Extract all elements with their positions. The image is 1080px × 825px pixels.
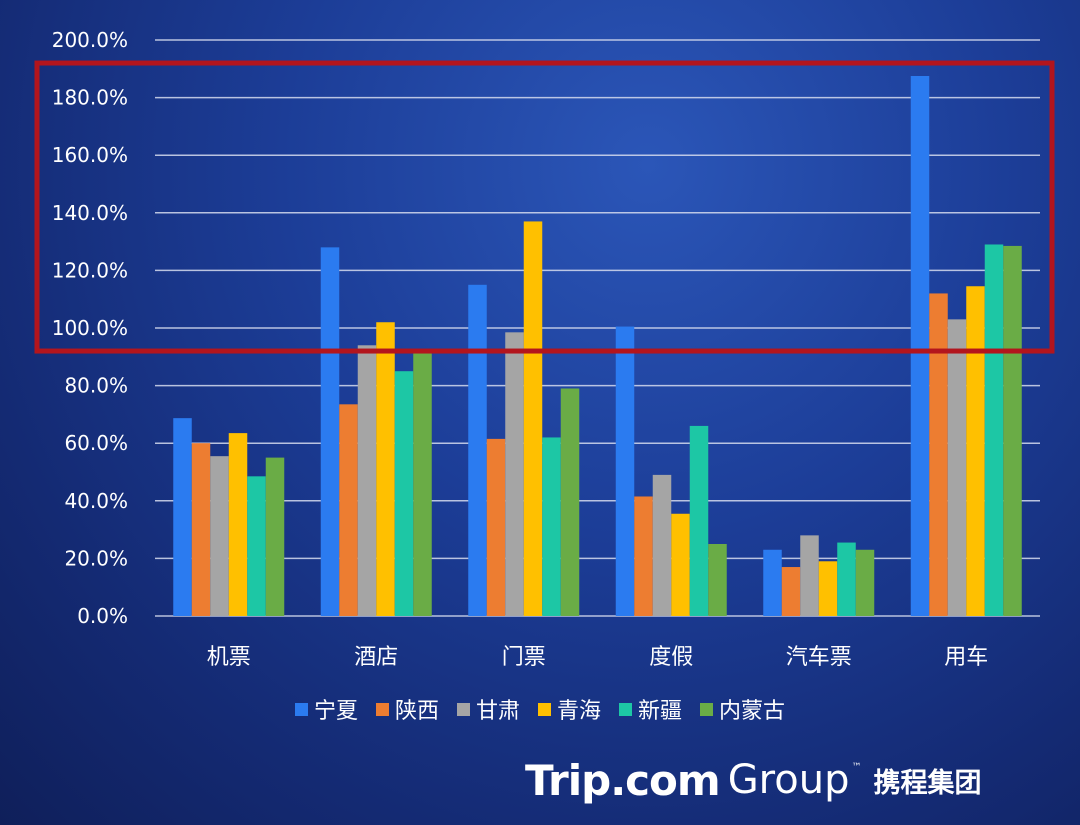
x-category-label: 门票 <box>502 645 546 670</box>
logo-trip-text: Trip.com <box>525 755 721 805</box>
bar-6-6 <box>1003 245 1022 617</box>
bar-4-5 <box>689 425 709 616</box>
x-category-label: 汽车票 <box>786 645 852 670</box>
y-tick-label: 180.0% <box>52 86 128 110</box>
legend-item: 甘肃 <box>456 693 520 725</box>
bar-5-5 <box>837 542 856 616</box>
y-tick-label: 20.0% <box>64 546 128 570</box>
legend-item: 内蒙古 <box>700 693 785 725</box>
bar-6-4 <box>966 286 985 616</box>
bar-1-6 <box>265 457 285 616</box>
y-tick-label: 40.0% <box>64 489 128 513</box>
legend-label: 新疆 <box>638 699 683 724</box>
bar-3-2 <box>486 438 506 616</box>
bar-4-2 <box>634 496 653 616</box>
bar-4-4 <box>671 513 690 616</box>
legend-item: 青海 <box>538 693 601 725</box>
bar-2-6 <box>413 351 432 616</box>
bar-3-3 <box>505 332 524 616</box>
bar-4-6 <box>708 544 727 616</box>
bar-3-5 <box>542 437 561 616</box>
y-tick-label: 200.0% <box>52 28 128 52</box>
x-category-label: 机票 <box>207 645 251 670</box>
x-category-label: 用车 <box>944 645 988 670</box>
bar-1-3 <box>210 456 229 616</box>
bar-6-5 <box>984 244 1004 617</box>
bar-1-2 <box>191 443 211 616</box>
legend-item: 新疆 <box>619 693 682 725</box>
bar-2-3 <box>357 345 377 616</box>
legend-swatch <box>294 702 308 716</box>
y-tick-label: 60.0% <box>64 431 128 455</box>
trip-com-group-logo: Trip.com Group ™ 携程集团 <box>525 752 981 808</box>
bar-6-3 <box>947 319 967 616</box>
legend-label: 陕西 <box>394 699 439 724</box>
bar-2-4 <box>376 322 395 616</box>
bar-3-4 <box>523 221 543 616</box>
bar-6-2 <box>929 293 948 616</box>
legend-swatch <box>619 702 633 716</box>
bar-3-6 <box>560 388 580 616</box>
bar-chart: 0.0% 20.0% 40.0% 60.0% 80.0% 100.0% 120.0% 140.… <box>34 28 1055 670</box>
y-tick-label: 0.0% <box>77 604 128 628</box>
logo-cn-text: 携程集团 <box>873 767 982 799</box>
legend-item: 宁夏 <box>294 693 358 725</box>
legend-swatch <box>375 702 389 716</box>
bar-2-5 <box>394 371 414 616</box>
y-tick-label: 120.0% <box>52 258 128 282</box>
x-category-label: 酒店 <box>354 645 398 670</box>
legend-label: 甘肃 <box>475 699 520 724</box>
bar-5-2 <box>781 567 801 616</box>
legend-label: 青海 <box>557 699 602 724</box>
bar-2-1 <box>320 247 340 617</box>
bar-1-1 <box>173 418 192 616</box>
bar-4-3 <box>652 474 672 616</box>
x-category-label: 度假 <box>649 645 693 670</box>
bar-5-6 <box>855 549 875 616</box>
bar-5-1 <box>763 549 782 616</box>
bar-1-5 <box>247 476 266 616</box>
legend-swatch <box>538 702 551 716</box>
legend-label: 内蒙古 <box>719 699 786 724</box>
legend-item: 陕西 <box>375 693 439 725</box>
bar-4-1 <box>615 326 635 616</box>
bar-5-4 <box>818 561 838 616</box>
highlight-box <box>34 60 1055 354</box>
legend-label: 宁夏 <box>313 699 358 724</box>
bar-5-3 <box>800 535 819 616</box>
y-tick-label: 80.0% <box>64 374 128 398</box>
bar-3-1 <box>468 284 487 616</box>
y-tick-label: 160.0% <box>52 143 128 167</box>
bar-1-4 <box>228 433 248 616</box>
logo-group-text: Group <box>727 757 850 803</box>
bar-6-1 <box>910 76 930 616</box>
legend: 宁夏 陕西 甘肃 青海 新疆 内蒙古 <box>0 693 1080 725</box>
logo-tm-text: ™ <box>851 762 862 773</box>
y-tick-label: 100.0% <box>52 316 128 340</box>
legend-swatch <box>700 702 714 716</box>
y-tick-label: 140.0% <box>52 201 128 225</box>
legend-swatch <box>456 702 470 716</box>
bar-2-2 <box>339 404 358 616</box>
